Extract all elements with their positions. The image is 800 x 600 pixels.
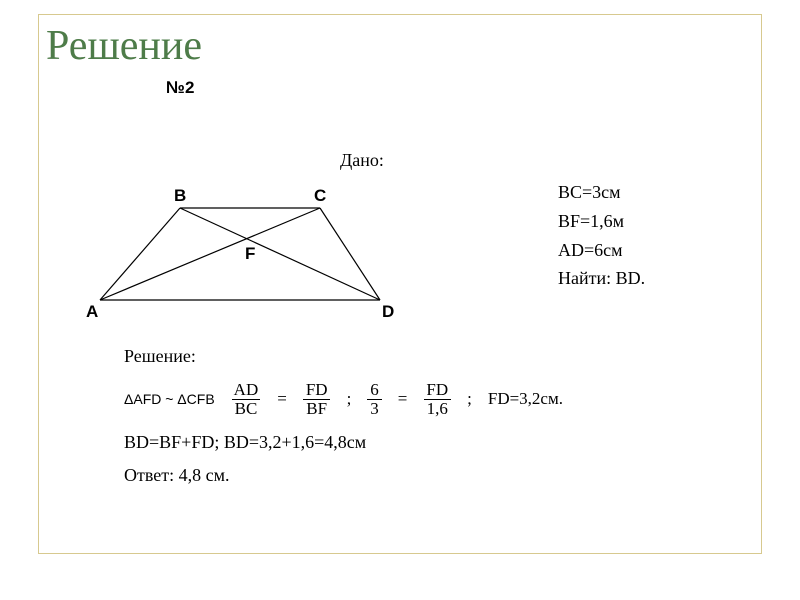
diagram-svg xyxy=(90,190,394,330)
solution-line-2: BD=BF+FD; BD=3,2+1,6=4,8см xyxy=(124,432,563,453)
given-bf: BF=1,6м xyxy=(558,207,645,236)
fraction-ad-bc: AD BC xyxy=(231,381,262,418)
solution-block: Решение: ΔAFD ~ ΔCFB AD BC = FD BF ; 6 3… xyxy=(124,346,563,486)
equals-1: = xyxy=(277,389,287,409)
page-title: Решение xyxy=(46,22,202,70)
given-label: Дано: xyxy=(340,150,384,171)
fraction-fd-16: FD 1,6 xyxy=(423,381,451,418)
fraction-fd-bf: FD BF xyxy=(303,381,331,418)
given-ad: AD=6см xyxy=(558,236,645,265)
separator-1: ; xyxy=(347,389,352,409)
fraction-6-3: 6 3 xyxy=(367,381,382,418)
similar-triangles: ΔAFD ~ ΔCFB xyxy=(124,391,215,407)
given-find: Найти: BD. xyxy=(558,264,645,293)
fd-result: FD=3,2см. xyxy=(488,389,563,409)
solution-row-1: ΔAFD ~ ΔCFB AD BC = FD BF ; 6 3 = FD 1,6… xyxy=(124,381,563,418)
given-block: BC=3см BF=1,6м AD=6см Найти: BD. xyxy=(558,178,645,293)
vertex-label-c: C xyxy=(314,186,326,206)
vertex-label-d: D xyxy=(382,302,394,322)
solution-answer: Ответ: 4,8 см. xyxy=(124,465,563,486)
separator-2: ; xyxy=(467,389,472,409)
equals-2: = xyxy=(398,389,408,409)
trapezoid-diagram: A B C D F xyxy=(90,190,394,330)
problem-number: №2 xyxy=(166,78,194,98)
vertex-label-a: A xyxy=(86,302,98,322)
solution-label: Решение: xyxy=(124,346,563,367)
given-bc: BC=3см xyxy=(558,178,645,207)
vertex-label-b: B xyxy=(174,186,186,206)
vertex-label-f: F xyxy=(245,244,255,264)
